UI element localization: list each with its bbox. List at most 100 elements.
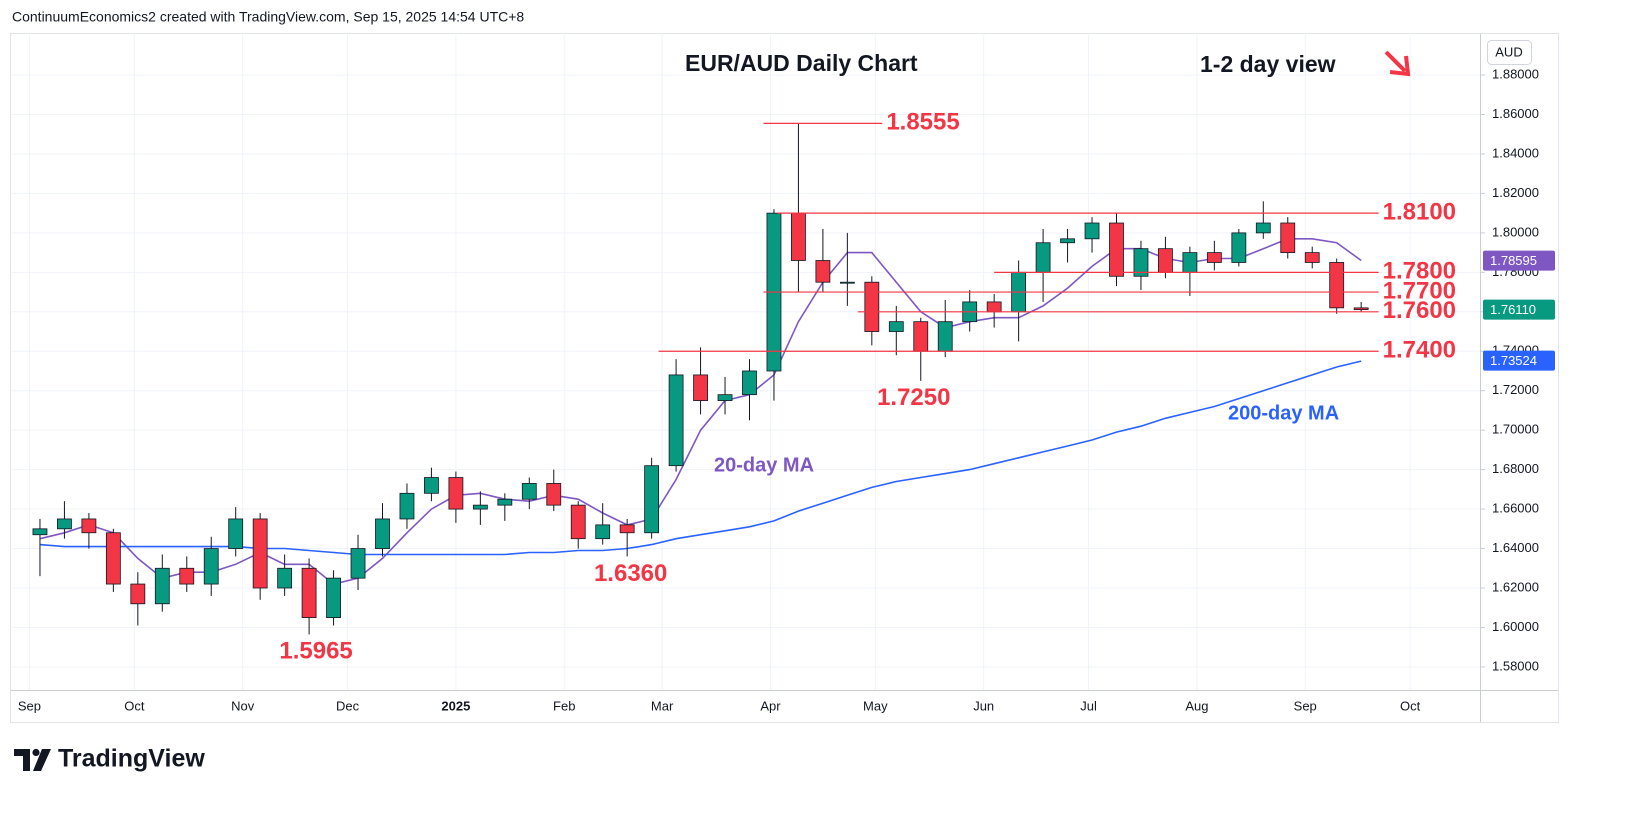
moving-average-name: 20-day MA [714, 454, 814, 476]
candle-body [1133, 248, 1149, 277]
logo-text: TradingView [58, 745, 205, 773]
x-tick-label: Jun [973, 698, 994, 713]
price-tag [1483, 350, 1555, 371]
candle-body [546, 483, 562, 506]
x-tick-label: May [863, 698, 888, 713]
price-tag [1483, 299, 1555, 320]
x-tick-label: Dec [336, 698, 360, 713]
candle-body [424, 477, 439, 494]
y-tick-label: 1.86000 [1492, 106, 1539, 121]
candle-body [619, 524, 635, 534]
candle-body [888, 321, 904, 332]
y-tick-label: 1.88000 [1492, 66, 1539, 81]
candle-body [791, 212, 806, 261]
candle-body [986, 301, 1002, 313]
candle-body [448, 477, 464, 510]
y-tick-label: 1.58000 [1492, 658, 1539, 673]
chart-frame [10, 33, 1559, 723]
candle-body [472, 504, 488, 510]
candle-body [350, 548, 366, 579]
x-tick-label: Aug [1185, 698, 1208, 713]
currency-label: AUD [1495, 44, 1522, 59]
x-tick-label: 2025 [441, 698, 470, 713]
candle-body [252, 518, 268, 589]
candle-body [913, 321, 929, 352]
price-tag-label: 1.78595 [1490, 253, 1537, 268]
candle-body [839, 281, 855, 284]
candle-body [179, 567, 195, 585]
candle-body [815, 260, 831, 283]
candle-body [326, 577, 341, 618]
candle-body [1280, 222, 1296, 254]
candle-body [154, 567, 170, 605]
candle-body [497, 498, 513, 506]
y-tick-label: 1.64000 [1492, 540, 1539, 555]
candle-body [105, 532, 121, 585]
y-tick-label: 1.80000 [1492, 224, 1539, 239]
candle-body [717, 394, 733, 401]
candle-body [937, 321, 953, 352]
level-label: 1.7600 [1383, 297, 1456, 324]
y-tick-label: 1.70000 [1492, 422, 1539, 437]
x-tick-label: Oct [124, 698, 145, 713]
candle-body [1304, 252, 1320, 263]
low-annotation: 1.6360 [594, 560, 667, 587]
candle-body [1035, 242, 1051, 273]
candle-body [301, 567, 317, 618]
y-tick-label: 1.82000 [1492, 185, 1539, 200]
candle-body [1329, 262, 1345, 309]
candle-body [1109, 222, 1124, 277]
candle-body [595, 524, 611, 540]
header: ContinuumEconomics2 created with Trading… [12, 9, 524, 25]
x-tick-label: Nov [231, 698, 255, 713]
low-annotation: 1.5965 [279, 638, 352, 665]
tradingview-logo-icon [14, 748, 51, 771]
price-tag-label: 1.76110 [1490, 302, 1536, 317]
candle-body [1231, 232, 1247, 263]
x-tick-label: Feb [553, 698, 575, 713]
chart-subtitle: 1-2 day view [1200, 51, 1336, 77]
candle-body [130, 583, 146, 605]
candle-body [375, 518, 390, 549]
grid [12, 35, 1480, 690]
x-tick-label: Sep [18, 698, 41, 713]
candle-body [399, 492, 415, 520]
candle-body [570, 504, 586, 540]
level-label: 1.8100 [1383, 198, 1456, 225]
moving-average-name: 200-day MA [1228, 402, 1339, 424]
y-tick-label: 1.66000 [1492, 501, 1539, 516]
currency-box [1487, 40, 1532, 65]
y-tick-label: 1.68000 [1492, 461, 1539, 476]
candle-body [1060, 238, 1075, 244]
candle-body [81, 518, 97, 534]
y-tick-label: 1.60000 [1492, 619, 1539, 634]
candle-body [864, 281, 880, 332]
candle-body [521, 483, 537, 500]
candle-body [668, 374, 684, 467]
candle-body [32, 528, 48, 536]
y-tick-label: 1.84000 [1492, 145, 1539, 160]
level-label: 1.7400 [1383, 337, 1456, 364]
candle-body [693, 374, 708, 401]
chart-title: EUR/AUD Daily Chart [685, 50, 918, 76]
candle-body [57, 518, 72, 530]
candle-body [203, 548, 219, 585]
candle-body [1158, 248, 1173, 273]
y-tick-label: 1.62000 [1492, 579, 1539, 594]
plot [32, 122, 1379, 635]
x-tick-label: Sep [1294, 698, 1317, 713]
candle-body [644, 465, 660, 534]
candle-body [1353, 307, 1369, 311]
candle-body [1255, 222, 1271, 234]
x-tick-label: Mar [651, 698, 674, 713]
x-tick-label: Jul [1080, 698, 1097, 713]
level-label: 1.7800 [1383, 258, 1456, 285]
x-tick-label: Oct [1400, 698, 1421, 713]
y-tick-label: 1.72000 [1492, 382, 1539, 397]
x-tick-label: Apr [760, 698, 781, 713]
candle-body [742, 370, 757, 396]
down-arrow [1384, 50, 1411, 77]
candle-body [1084, 222, 1100, 240]
